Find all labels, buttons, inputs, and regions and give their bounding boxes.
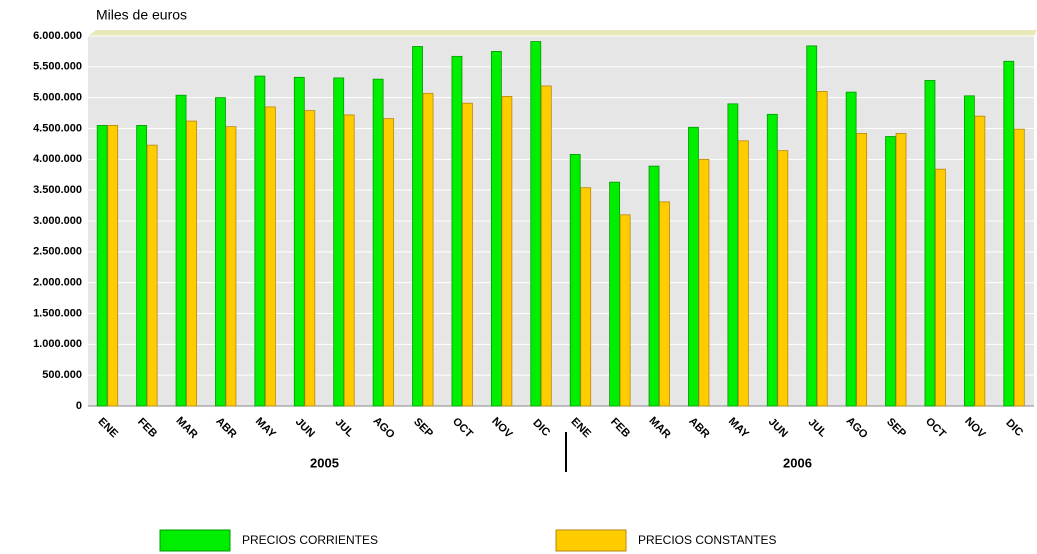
bar <box>1003 60 1015 407</box>
bar <box>264 106 276 407</box>
bar <box>186 120 197 407</box>
bar <box>569 153 581 407</box>
bar <box>540 85 552 407</box>
legend-swatch <box>555 529 627 552</box>
y-tick-label: 1.500.000 <box>33 307 82 319</box>
y-tick-label: 0 <box>76 400 82 412</box>
x-tick-label: JUL <box>333 416 356 439</box>
x-tick-label: DIC <box>530 417 552 439</box>
x-tick-label: FEB <box>135 416 159 440</box>
x-tick-label: AGO <box>371 415 398 442</box>
y-tick-label: 4.000.000 <box>33 153 82 165</box>
bar <box>254 75 266 407</box>
bar <box>974 115 986 407</box>
bar <box>96 125 108 407</box>
bar <box>333 77 345 407</box>
bar <box>1013 128 1025 407</box>
y-tick-label: 2.500.000 <box>33 246 82 258</box>
x-tick-label: AGO <box>844 415 871 442</box>
legend-label: PRECIOS CORRIENTES <box>242 533 378 547</box>
bar <box>659 201 670 407</box>
x-tick-label: MAR <box>174 415 200 441</box>
bar <box>963 95 975 407</box>
y-tick-label: 500.000 <box>42 369 82 381</box>
bar <box>648 165 660 407</box>
bar <box>225 126 237 407</box>
x-tick-label: SEP <box>884 416 908 440</box>
x-tick-label: MAY <box>726 415 752 441</box>
bar <box>845 91 857 407</box>
bar <box>175 94 187 407</box>
x-tick-label: FEB <box>608 416 632 440</box>
x-tick-label: DIC <box>1003 417 1025 439</box>
x-tick-label: MAR <box>647 415 673 441</box>
bar <box>293 76 305 407</box>
bar <box>501 96 513 407</box>
bar <box>895 133 907 407</box>
y-tick-label: 3.500.000 <box>33 184 82 196</box>
bar <box>609 181 621 407</box>
y-tick-label: 4.500.000 <box>33 122 82 134</box>
bar <box>107 125 119 407</box>
bar <box>924 80 936 407</box>
legend-label: PRECIOS CONSTANTES <box>638 533 776 547</box>
y-tick-label: 6.000.000 <box>33 30 82 42</box>
bar <box>580 187 592 407</box>
bar <box>530 41 542 407</box>
bar <box>688 126 699 407</box>
bar <box>856 133 868 407</box>
bar <box>619 214 631 407</box>
bar <box>304 110 316 407</box>
bar <box>412 46 423 407</box>
bar <box>451 55 463 407</box>
y-axis-title: Miles de euros <box>96 7 187 23</box>
bar <box>806 45 818 407</box>
bar <box>737 140 749 407</box>
legend-swatch <box>159 529 231 552</box>
bar <box>422 92 434 407</box>
x-tick-label: OCT <box>450 415 475 440</box>
y-tick-label: 5.500.000 <box>33 61 82 73</box>
x-tick-label: ENE <box>569 416 593 440</box>
x-tick-label: NOV <box>489 415 515 441</box>
x-tick-label: NOV <box>962 415 988 441</box>
x-tick-label: SEP <box>411 416 435 440</box>
y-tick-label: 5.000.000 <box>33 92 82 104</box>
bar <box>343 114 355 407</box>
bar <box>766 113 778 407</box>
y-tick-label: 2.000.000 <box>33 277 82 289</box>
x-tick-label: OCT <box>923 415 948 440</box>
bar <box>935 168 946 407</box>
bar <box>698 158 710 407</box>
bar <box>490 51 502 407</box>
bar <box>777 150 789 407</box>
bar <box>727 103 739 407</box>
y-tick-label: 1.000.000 <box>33 338 82 350</box>
bar <box>215 97 226 407</box>
x-tick-label: JUL <box>806 416 829 439</box>
year-label: 2005 <box>310 455 339 470</box>
x-tick-label: JUN <box>293 416 317 440</box>
bar <box>816 91 828 407</box>
plot-top-edge <box>88 30 1037 36</box>
bar <box>885 136 896 407</box>
x-tick-label: ENE <box>96 416 120 440</box>
y-tick-label: 3.000.000 <box>33 215 82 227</box>
bar <box>146 144 158 407</box>
bar <box>136 125 148 407</box>
x-tick-label: MAY <box>253 415 279 441</box>
bar <box>462 102 473 407</box>
x-tick-label: ABR <box>686 415 711 440</box>
x-tick-label: ABR <box>213 415 238 440</box>
bar <box>383 118 395 407</box>
year-label: 2006 <box>783 455 812 470</box>
x-tick-label: JUN <box>766 416 790 440</box>
bar <box>372 78 384 407</box>
